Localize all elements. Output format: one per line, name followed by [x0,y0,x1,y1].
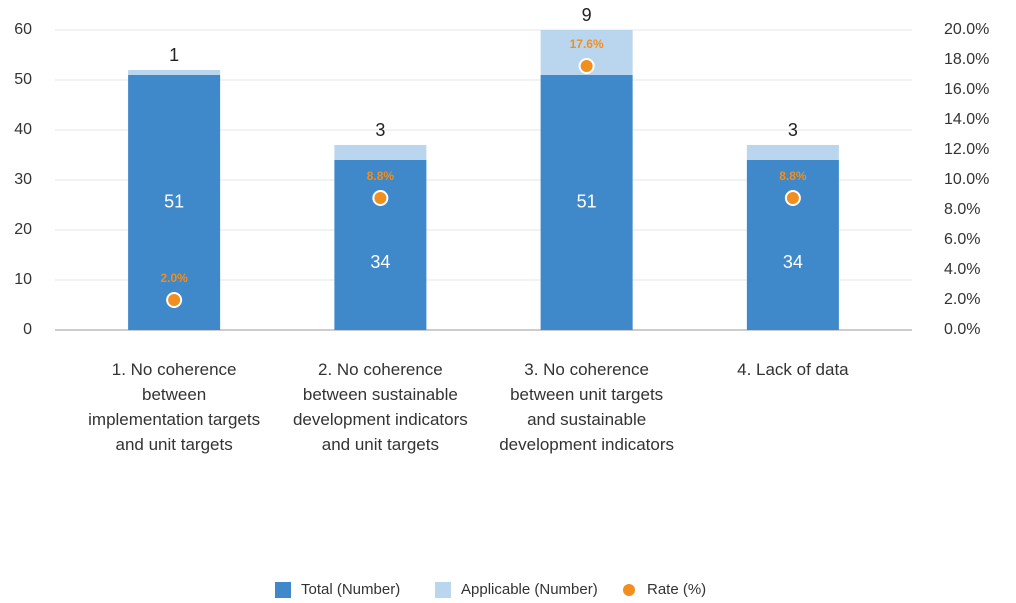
y2-tick-label: 0.0% [944,321,980,338]
y2-tick-label: 16.0% [944,81,989,98]
y-tick-label: 20 [14,221,32,238]
y-tick-label: 10 [14,271,32,288]
bar-segment [334,160,427,330]
x-tick-label: 3. No coherence between unit targets and… [499,360,675,454]
legend-label: Applicable (Number) [461,581,598,598]
y2-tick-label: 10.0% [944,171,989,188]
y-tick-label: 40 [14,121,32,138]
bar-segment [128,70,221,75]
rate-label: 8.8% [779,169,807,183]
y2-tick-label: 20.0% [944,21,989,38]
rate-dot [372,190,389,206]
y-tick-label: 60 [14,21,32,38]
segment-label: 9 [582,5,592,25]
rate-dot [166,292,183,308]
legend-swatch [435,582,451,598]
y2-tick-label: 18.0% [944,51,989,68]
legend-label: Total (Number) [301,581,400,598]
legend-label: Rate (%) [647,581,706,598]
bar-segment [746,160,839,330]
y-tick-label: 0 [23,321,32,338]
x-tick-label: 2. No coherence between sustainable deve… [292,360,468,454]
y2-tick-label: 14.0% [944,111,989,128]
segment-label: 51 [577,191,597,211]
y2-tick-label: 2.0% [944,291,980,308]
legend-swatch [275,582,291,598]
bar-segment [128,75,221,330]
segment-label: 34 [783,252,803,272]
y2-tick-label: 8.0% [944,201,980,218]
segment-label: 51 [164,191,184,211]
segment-label: 1 [169,45,179,65]
rate-dot [578,58,595,74]
y-tick-label: 30 [14,171,32,188]
legend-swatch [623,584,635,596]
segment-label: 34 [370,252,390,272]
y-tick-label: 50 [14,71,32,88]
y2-tick-label: 12.0% [944,141,989,158]
bar-segment [334,145,427,160]
x-tick-label: 4. Lack of data [737,360,849,379]
rate-dot [784,190,801,206]
x-tick-label: 1. No coherence between implementation t… [88,360,261,454]
rate-label: 2.0% [160,271,188,285]
y2-tick-label: 4.0% [944,261,980,278]
bar-segment [540,75,633,330]
segment-label: 3 [788,120,798,140]
bar-segment [746,145,839,160]
rate-label: 8.8% [367,169,395,183]
segment-label: 3 [375,120,385,140]
y2-tick-label: 6.0% [944,231,980,248]
rate-label: 17.6% [570,37,604,51]
